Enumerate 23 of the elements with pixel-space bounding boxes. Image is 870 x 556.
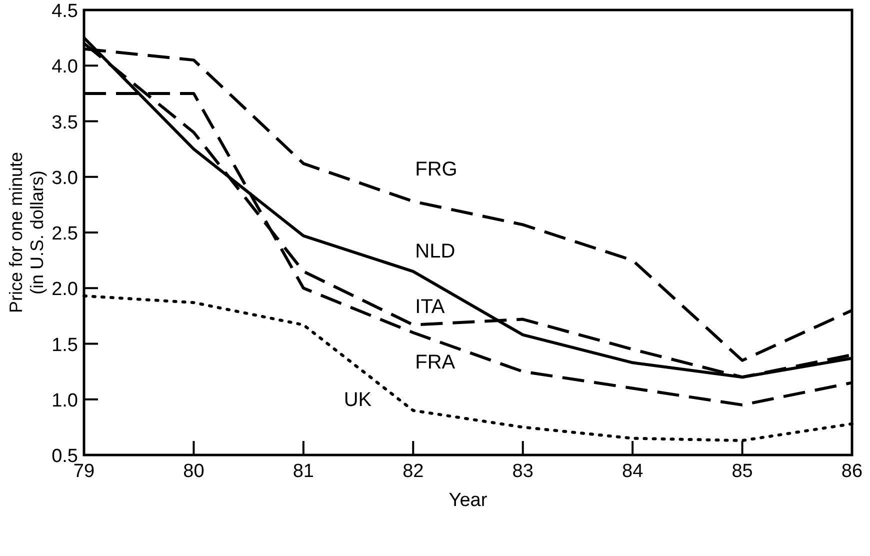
- y-tick-label: 3.0: [52, 168, 78, 189]
- y-tick-label: 2.0: [52, 279, 78, 300]
- x-tick-label: 80: [183, 461, 204, 482]
- x-tick-label: 86: [841, 461, 863, 482]
- y-tick-label: 2.5: [52, 224, 78, 244]
- y-tick-label: 1.0: [52, 390, 78, 412]
- x-tick-label: 83: [512, 461, 534, 482]
- series-label: NLD: [415, 240, 456, 262]
- y-axis-title: Price for one minute (in U.S. dollars): [6, 152, 47, 314]
- y-tick-label: 3.5: [52, 112, 78, 134]
- y-tick-label: 1.5: [52, 334, 78, 356]
- y-tick-label: 4.5: [52, 1, 78, 22]
- y-tick-label: 4.0: [52, 56, 78, 78]
- series-label: ITA: [415, 296, 446, 318]
- series-label: FRG: [415, 158, 458, 180]
- x-tick-label: 84: [622, 461, 644, 482]
- x-tick-label: 82: [402, 461, 424, 482]
- x-tick-label: 81: [292, 461, 314, 482]
- x-tick-label: 79: [73, 461, 95, 482]
- series-label: UK: [344, 388, 372, 411]
- series-label: FRA: [415, 352, 456, 374]
- x-axis-title: Year: [448, 490, 488, 511]
- x-tick-label: 85: [732, 461, 753, 482]
